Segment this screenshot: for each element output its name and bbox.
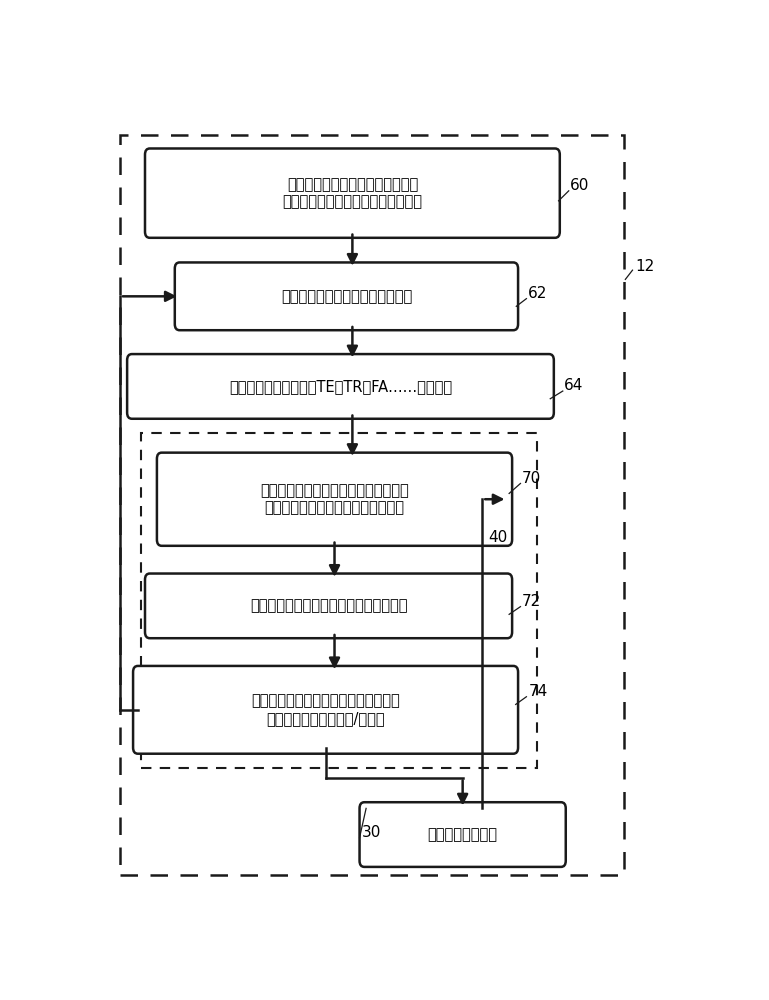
FancyBboxPatch shape — [133, 666, 518, 754]
Text: 60: 60 — [570, 178, 589, 193]
FancyBboxPatch shape — [360, 802, 566, 867]
Text: 70: 70 — [522, 471, 541, 486]
Text: 64: 64 — [564, 378, 584, 393]
FancyBboxPatch shape — [145, 574, 512, 638]
Text: 基于所述对比信号评分来归类主对比类型: 基于所述对比信号评分来归类主对比类型 — [250, 598, 408, 613]
FancyBboxPatch shape — [175, 262, 518, 330]
Text: 40: 40 — [488, 530, 508, 545]
Text: 用户调节（一个或多个）协议参数: 用户调节（一个或多个）协议参数 — [281, 289, 412, 304]
FancyBboxPatch shape — [157, 453, 512, 546]
Text: 如果主对比类型不同于预期对比类型，
则输出对比类型评分和/或警告: 如果主对比类型不同于预期对比类型， 则输出对比类型评分和/或警告 — [251, 694, 400, 726]
Text: 62: 62 — [528, 286, 548, 301]
Text: 对比强度评估模块: 对比强度评估模块 — [428, 827, 498, 842]
Text: 12: 12 — [635, 259, 654, 274]
Text: 74: 74 — [529, 684, 548, 699]
Text: 72: 72 — [522, 594, 541, 609]
Text: 具有经调节的参数值（TE、TR、FA……）的协议: 具有经调节的参数值（TE、TR、FA……）的协议 — [229, 379, 452, 394]
Text: 30: 30 — [361, 825, 381, 840]
Text: 用户选择具有缺省参数值的协议，
所述协议被设计为提供预期对比类型: 用户选择具有缺省参数值的协议， 所述协议被设计为提供预期对比类型 — [282, 177, 422, 209]
FancyBboxPatch shape — [127, 354, 554, 419]
Text: 计算针对所述协议、目标组织以及针对
每个考虑的对比类型的对比信号评分: 计算针对所述协议、目标组织以及针对 每个考虑的对比类型的对比信号评分 — [260, 483, 409, 515]
FancyBboxPatch shape — [145, 148, 560, 238]
